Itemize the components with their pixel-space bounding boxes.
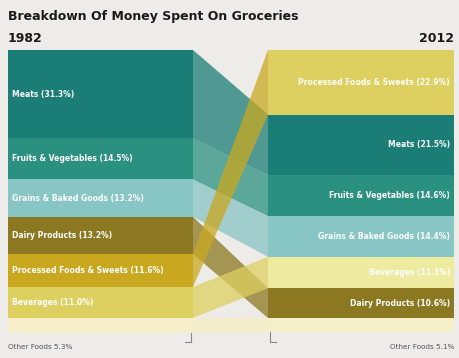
Bar (268, 175, 453, 216)
Text: Beverages (11.1%): Beverages (11.1%) (368, 268, 449, 277)
Polygon shape (193, 318, 268, 333)
Text: Processed Foods & Sweets (11.6%): Processed Foods & Sweets (11.6%) (12, 266, 163, 275)
Text: 2012: 2012 (418, 32, 453, 45)
Bar (8, 318, 193, 333)
Bar (8, 287, 193, 318)
Bar (268, 318, 453, 332)
Polygon shape (193, 257, 268, 318)
Bar (8, 179, 193, 217)
Polygon shape (193, 50, 268, 175)
Bar (8, 217, 193, 254)
Text: Other Foods 5.3%: Other Foods 5.3% (8, 344, 72, 350)
Polygon shape (193, 217, 268, 318)
Text: Meats (21.5%): Meats (21.5%) (387, 140, 449, 149)
Text: Fruits & Vegetables (14.6%): Fruits & Vegetables (14.6%) (329, 191, 449, 200)
Text: Fruits & Vegetables (14.5%): Fruits & Vegetables (14.5%) (12, 155, 132, 164)
Text: Beverages (11.0%): Beverages (11.0%) (12, 298, 93, 307)
Bar (268, 288, 453, 318)
Text: Breakdown Of Money Spent On Groceries: Breakdown Of Money Spent On Groceries (8, 10, 298, 23)
Text: Dairy Products (10.6%): Dairy Products (10.6%) (349, 299, 449, 308)
Polygon shape (193, 139, 268, 216)
Bar (268, 216, 453, 257)
Bar (268, 50, 453, 115)
Text: 1982: 1982 (8, 32, 43, 45)
Text: Other Foods 5.1%: Other Foods 5.1% (389, 344, 453, 350)
Bar (268, 115, 453, 175)
Polygon shape (193, 50, 268, 287)
Text: Dairy Products (13.2%): Dairy Products (13.2%) (12, 231, 112, 240)
Text: Processed Foods & Sweets (22.9%): Processed Foods & Sweets (22.9%) (298, 78, 449, 87)
Bar (8, 254, 193, 287)
Text: Grains & Baked Goods (13.2%): Grains & Baked Goods (13.2%) (12, 194, 144, 203)
Bar (268, 257, 453, 288)
Bar (8, 139, 193, 179)
Text: Meats (31.3%): Meats (31.3%) (12, 90, 74, 99)
Polygon shape (193, 179, 268, 257)
Text: Grains & Baked Goods (14.4%): Grains & Baked Goods (14.4%) (318, 232, 449, 241)
Bar (8, 50, 193, 139)
